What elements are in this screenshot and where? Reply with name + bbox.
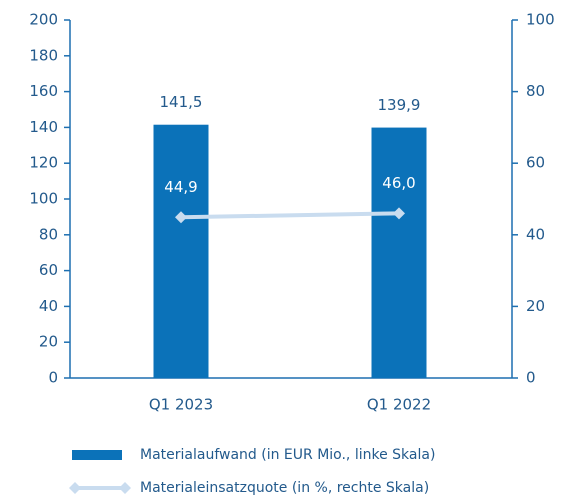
x-tick-label: Q1 2023 [149,396,213,414]
line-value-label: 46,0 [382,174,415,192]
line [180,211,400,220]
y-tick-label: 20 [39,333,58,351]
legend-label: Materialeinsatzquote (in %, rechte Skala… [140,480,429,496]
y-tick-label: 40 [39,297,58,315]
y2-tick-label: 40 [526,225,545,243]
y-tick-label: 140 [29,118,58,136]
line-value-label: 44,9 [164,178,197,196]
x-tick-label: Q1 2022 [367,396,431,414]
bar-value-label: 141,5 [160,93,203,111]
y-tick-label: 100 [29,190,58,208]
y2-tick-label: 60 [526,154,545,172]
line-marker [393,207,405,220]
bar [371,127,427,378]
y-tick-label: 200 [29,11,58,29]
legend-marker [119,482,131,494]
y2-tick-label: 80 [526,82,545,100]
legend-marker [69,482,81,494]
bar [153,124,209,378]
y-tick-label: 120 [29,154,58,172]
line-marker [175,211,187,224]
y-tick-label: 60 [39,261,58,279]
y-tick-label: 0 [48,369,58,387]
y-tick-label: 160 [29,82,58,100]
legend-swatch [72,450,122,460]
y2-tick-label: 100 [526,11,555,29]
bar-value-label: 139,9 [378,96,421,114]
y2-tick-label: 0 [526,369,536,387]
y2-tick-label: 20 [526,297,545,315]
legend-label: Materialaufwand (in EUR Mio., linke Skal… [140,447,435,463]
y-tick-label: 80 [39,225,58,243]
y-tick-label: 180 [29,46,58,64]
